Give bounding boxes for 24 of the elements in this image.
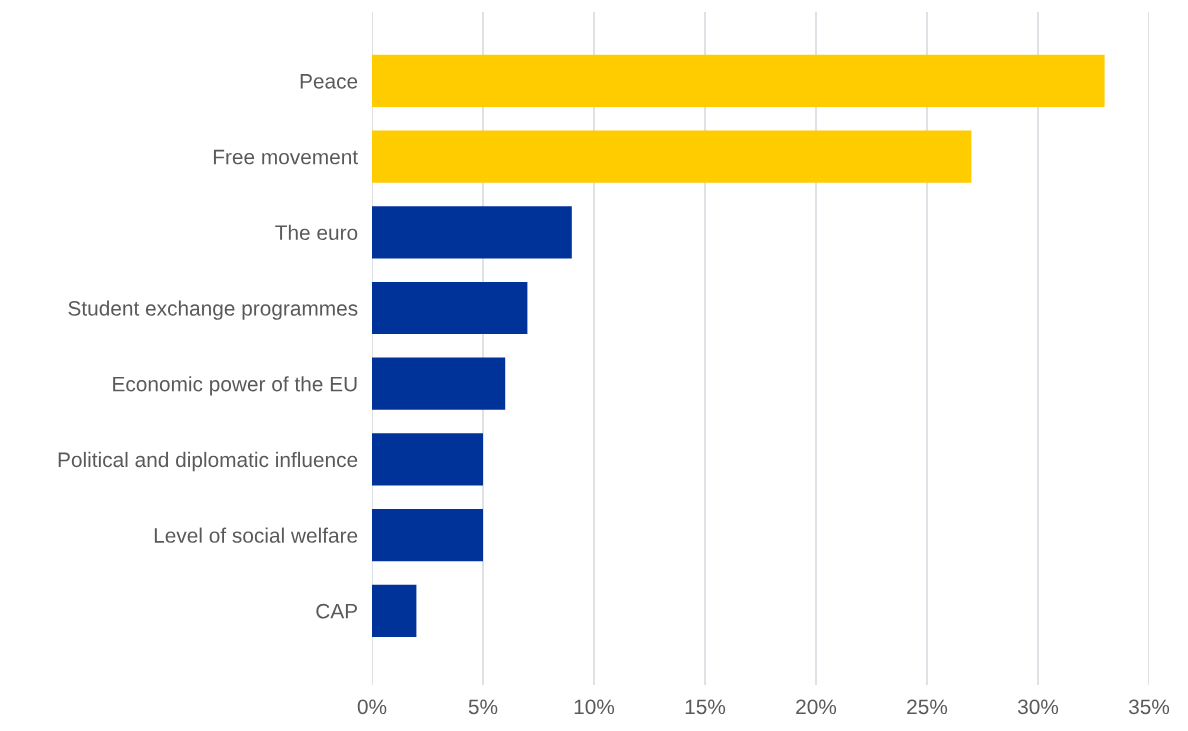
y-tick-label: Political and diplomatic influence xyxy=(58,451,358,472)
bar xyxy=(372,584,417,637)
bar xyxy=(372,206,572,259)
x-tick-label: 0% xyxy=(357,699,387,715)
y-tick-label: Level of social welfare xyxy=(154,527,358,543)
bar xyxy=(372,357,506,410)
x-tick-label: 5% xyxy=(468,699,498,715)
bar xyxy=(372,508,483,562)
y-tick-label: The euro xyxy=(275,224,358,241)
bar xyxy=(372,433,483,486)
y-tick-label: Peace xyxy=(300,74,358,89)
x-tick-label: 10% xyxy=(574,699,615,715)
x-tick-label: 15% xyxy=(685,699,726,715)
x-tick-label: 25% xyxy=(907,699,948,715)
y-tick-label: Economic power of the EU xyxy=(113,376,357,396)
y-tick-label: CAP xyxy=(316,603,358,619)
bar xyxy=(372,130,972,183)
y-tick-label: Student exchange programmes xyxy=(68,300,358,320)
y-tick-label: Free movement xyxy=(213,149,358,165)
bar xyxy=(372,54,1105,108)
x-tick-label: 30% xyxy=(1017,699,1059,715)
x-tick-label: 20% xyxy=(796,699,837,715)
bar xyxy=(372,281,528,335)
x-tick-label: 35% xyxy=(1128,699,1170,715)
